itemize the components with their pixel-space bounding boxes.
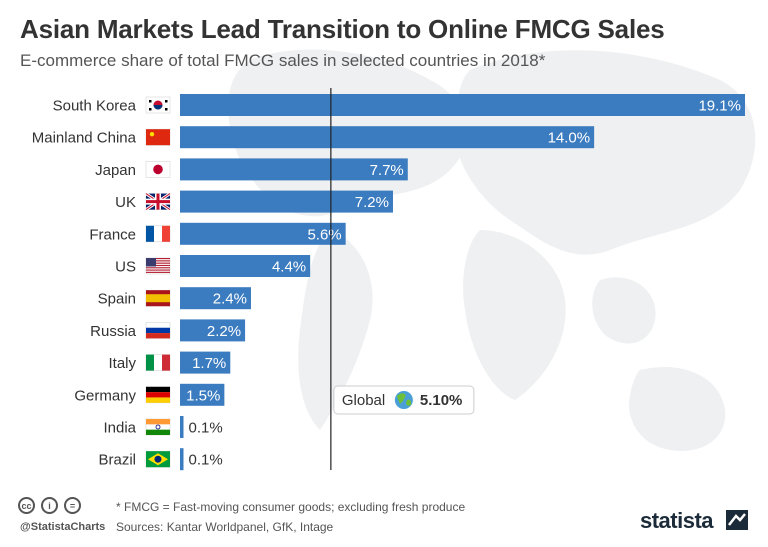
category-label: India [103,420,136,437]
chart-title: Asian Markets Lead Transition to Online … [20,14,665,44]
bar [180,94,745,116]
category-label: Japan [95,162,136,179]
data-label: 0.1% [189,420,223,437]
bar [180,190,393,213]
cc-license-icon[interactable]: cc [18,497,35,514]
bar [180,158,408,181]
data-label: 5.6% [307,226,341,243]
no-derivatives-icon[interactable]: = [64,497,81,514]
flag-uk-icon [145,192,171,211]
category-label: South Korea [53,98,137,115]
bar [180,383,225,406]
attribution-icon[interactable]: i [41,497,58,514]
bar [180,448,184,471]
category-label: UK [115,194,136,211]
flag-japan-icon [145,161,171,178]
bar-row: Brazil 0.1% [98,448,223,471]
bar-row: Italy 1.7% [108,351,231,374]
bar-row: South Korea 19.1% [53,94,745,116]
globe-icon [394,391,413,409]
category-label: Italy [108,355,136,372]
data-label: 14.0% [548,130,591,147]
category-label: Spain [98,291,136,308]
flag-france-icon [145,225,171,243]
license-icons: cc i = [18,497,81,514]
flag-russia-icon [145,322,171,339]
social-handle[interactable]: @StatistaCharts [20,521,106,533]
flag-italy-icon [145,354,171,371]
flag-spain-icon [145,289,171,307]
data-label: 0.1% [189,452,223,469]
category-label: France [89,226,136,243]
global-value: 5.10% [420,392,463,409]
bar-row: Japan 7.7% [95,158,408,181]
bar [180,287,251,310]
category-label: US [115,259,136,276]
statista-logo-mark-icon [726,510,748,530]
flag-india-icon [145,418,171,436]
bar-row: France 5.6% [89,222,346,245]
category-label: Russia [90,323,137,340]
data-label: 7.2% [355,194,389,211]
bar [180,255,311,277]
statista-logo[interactable]: statista [640,508,714,533]
bar-row: Germany 1.5% [74,383,225,406]
category-label: Mainland China [32,130,137,147]
flag-germany-icon [145,386,171,404]
category-label: Germany [74,387,136,404]
bar-row: US 4.4% [115,255,311,277]
bar-row: Mainland China 14.0% [32,126,595,149]
footnote: * FMCG = Fast-moving consumer goods; exc… [116,500,466,514]
global-label: Global [342,392,385,409]
bar-row: UK 7.2% [115,190,393,213]
flag-south-korea-icon [145,96,171,114]
sources-note: Sources: Kantar Worldpanel, GfK, Intage [116,520,334,534]
bar-row: Spain 2.4% [98,287,251,310]
flag-us-icon [145,257,171,275]
chart-subtitle: E-commerce share of total FMCG sales in … [20,51,546,70]
bar-row: India 0.1% [103,416,223,438]
data-label: 1.7% [192,355,226,372]
bar [180,351,231,374]
data-label: 2.4% [213,291,247,308]
data-label: 19.1% [698,98,741,115]
bar-row: Russia 2.2% [90,319,246,342]
data-label: 4.4% [272,259,306,276]
bar [180,319,246,342]
bar [180,222,346,245]
data-label: 7.7% [370,162,404,179]
bar [180,126,595,149]
data-label: 2.2% [207,323,241,340]
bar [180,416,184,438]
flag-china-icon [145,128,171,146]
data-label: 1.5% [186,387,220,404]
category-label: Brazil [98,452,136,469]
flag-brazil-icon [145,450,171,468]
